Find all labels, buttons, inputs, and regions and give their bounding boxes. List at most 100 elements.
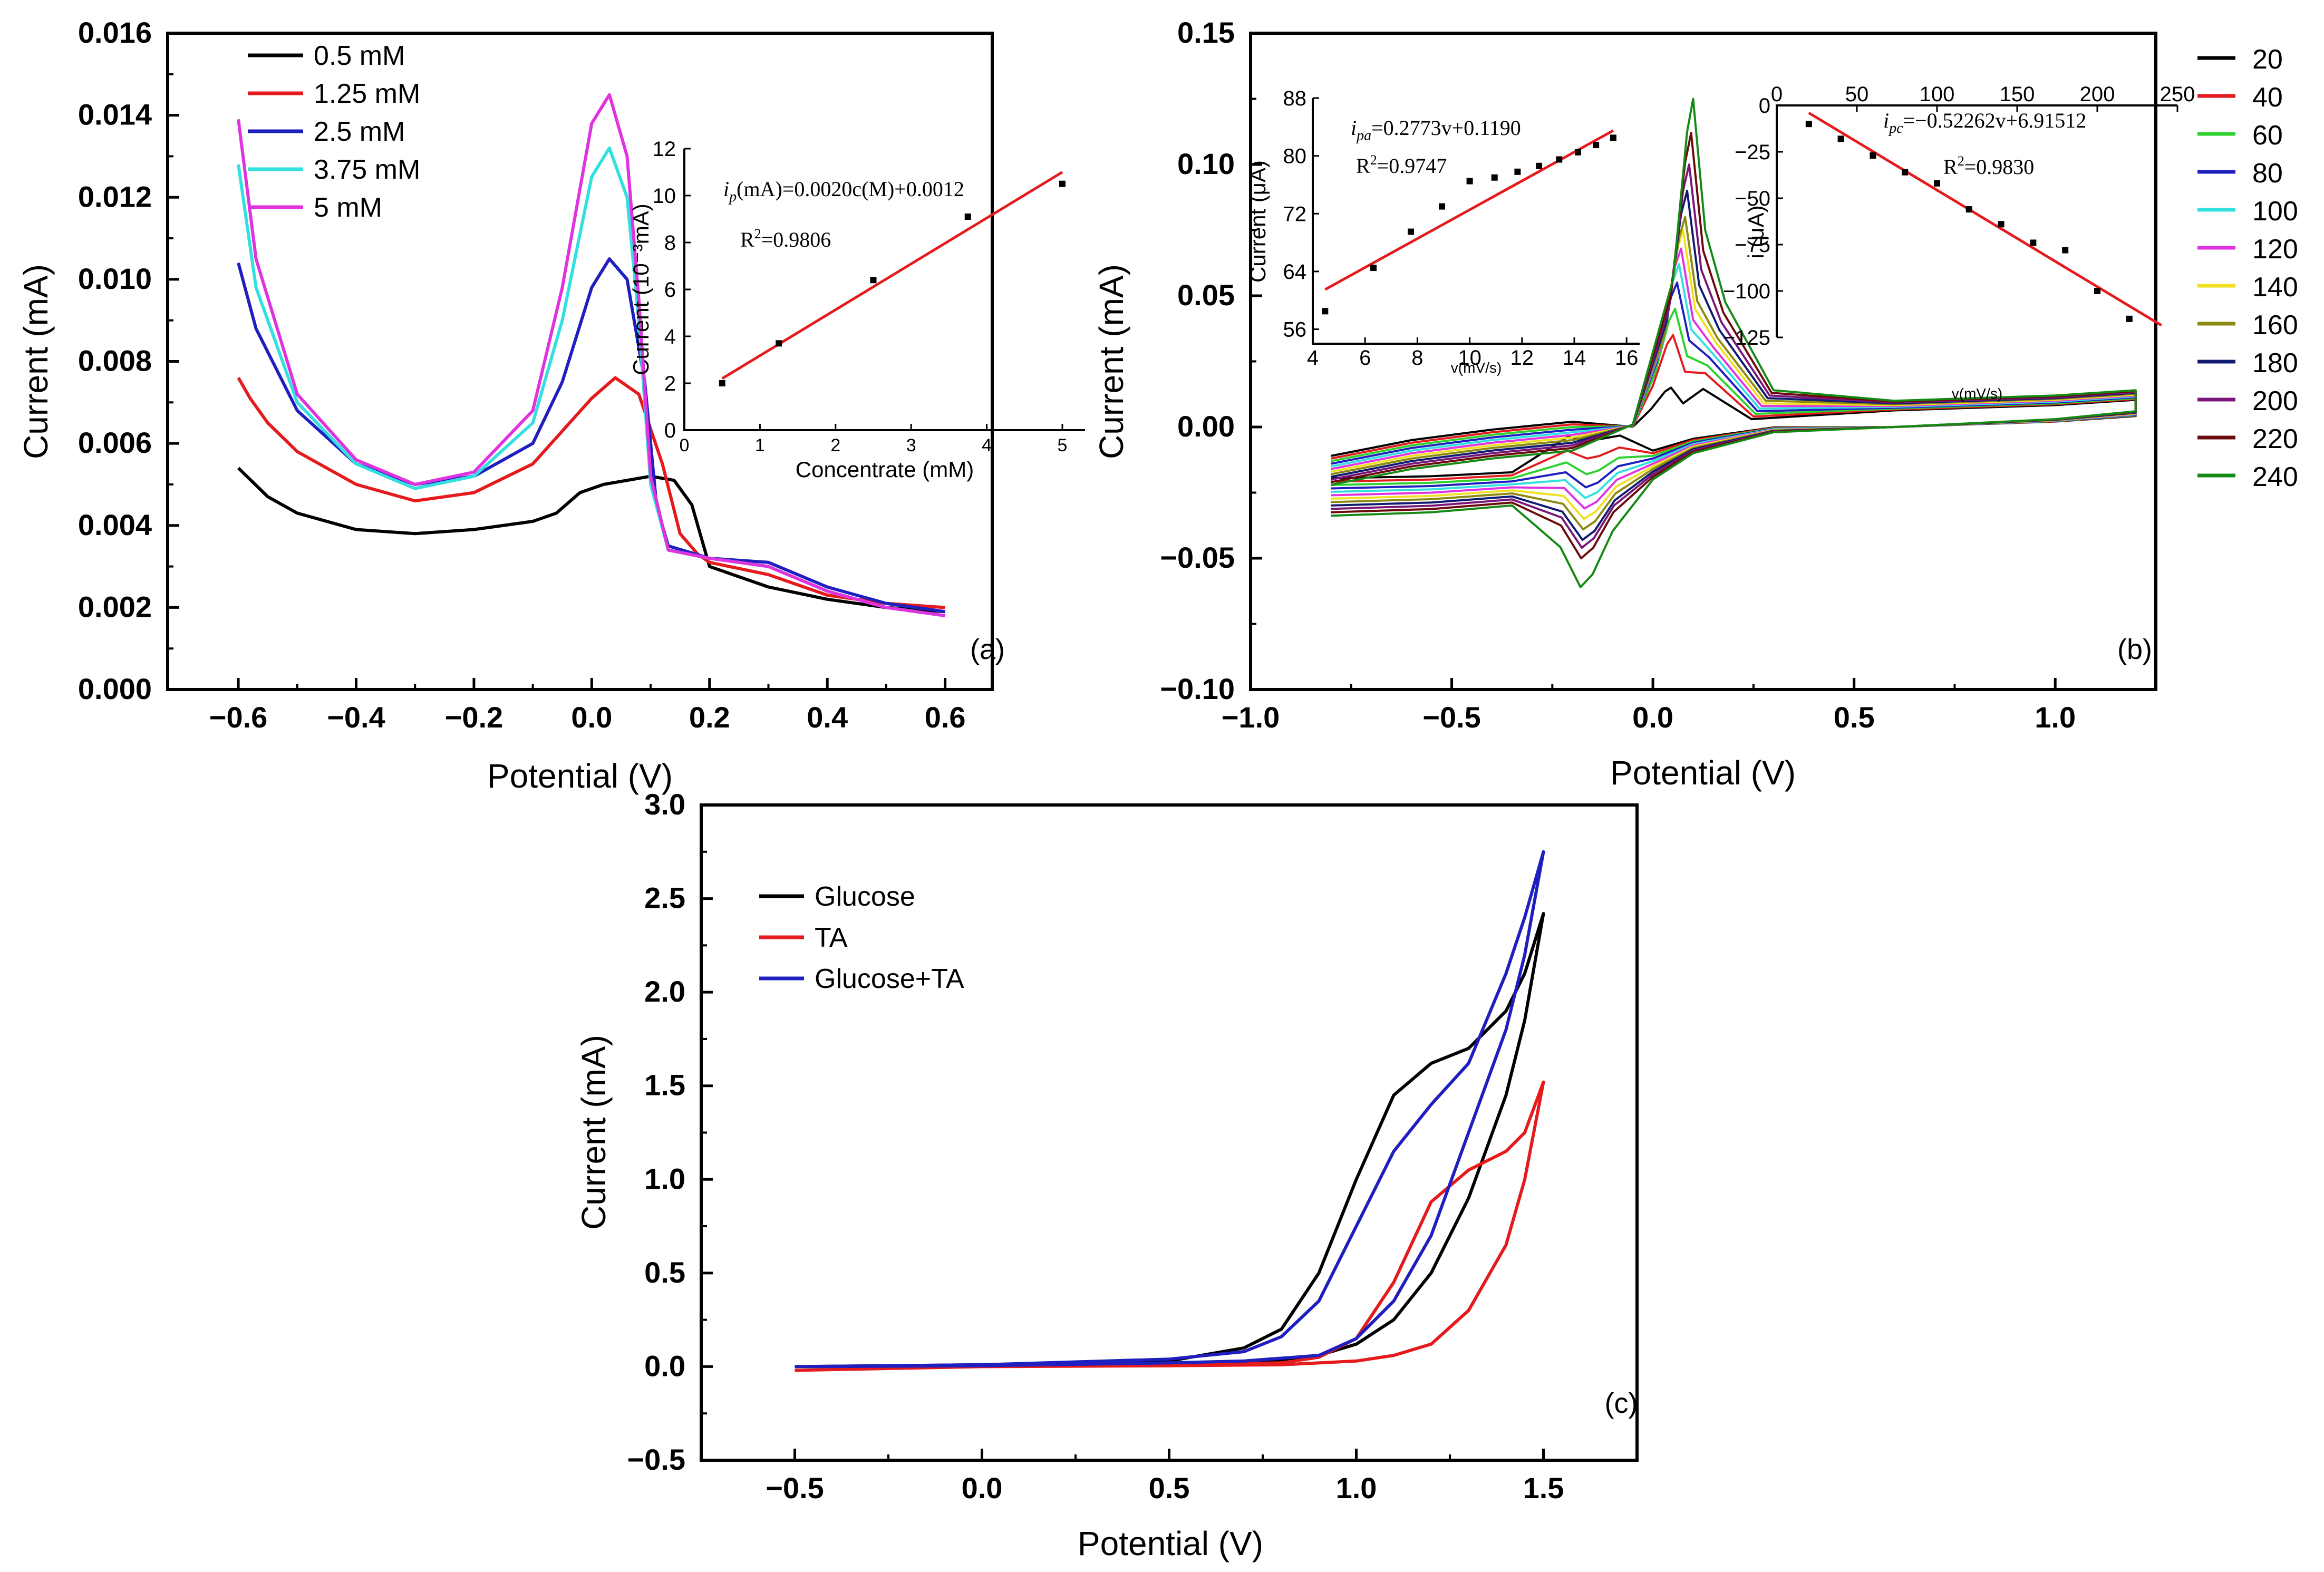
panel-b: −1.0 −0.5 0.0 0.5 1.0 −0.10 −0.05 0.00 0.05 0.10… — [1092, 16, 2298, 792]
inset-b-right-data-point — [2030, 239, 2037, 246]
inset-a-x-label: Concentrate (mM) — [796, 457, 974, 482]
panel-a-x-tick-label: 0.6 — [925, 701, 966, 734]
inset-b-right-x-tick-label: 150 — [2000, 83, 2035, 106]
inset-a-eq-sub: p — [728, 189, 737, 205]
panel-b-letter: (b) — [2117, 634, 2152, 665]
inset-b-left-data-point — [1491, 174, 1498, 181]
inset-b-right-x-tick-label: 50 — [1845, 83, 1869, 106]
inset-b-right-r-squared: R2=0.9830 — [1943, 153, 2034, 179]
panel-c-y-tick-label: 1.0 — [644, 1162, 685, 1195]
panel-b-legend-label: 220 — [2252, 424, 2298, 454]
inset-a-y-ticks: 0 2 4 6 8 10 12 — [653, 138, 691, 442]
inset-b-left-r2-pre: R — [1356, 154, 1370, 178]
inset-b-right-frame — [1776, 104, 2177, 337]
inset-b-left-y-tick-label: 80 — [1283, 145, 1307, 168]
inset-b-left-eq-sub: pa — [1355, 128, 1371, 144]
panel-b-x-tick-label: −0.5 — [1422, 701, 1481, 734]
inset-b-right-r2-pre: R — [1943, 155, 1958, 179]
panel-b-x-tick-label: 0.0 — [1632, 701, 1673, 734]
panel-c-line-0 — [795, 912, 1545, 1369]
inset-a-data-point — [719, 380, 725, 386]
panel-b-y-ticks: −0.10 −0.05 0.00 0.05 0.10 0.15 — [1160, 16, 1262, 705]
panel-a-y-label: Current (mA) — [17, 264, 55, 459]
panel-a-legend-label: 0.5 mM — [314, 41, 405, 71]
inset-b-left-data-point — [1466, 178, 1473, 185]
inset-b-right-r2-sup: 2 — [1958, 153, 1964, 169]
inset-a-y-tick-label: 10 — [653, 185, 676, 208]
panel-a-y-tick-label: 0.014 — [78, 98, 152, 131]
panel-c-x-tick-label: 0.5 — [1149, 1471, 1190, 1505]
panel-a-y-tick-label: 0.002 — [78, 590, 152, 623]
panel-a-line-4 — [237, 93, 946, 617]
panel-a-legend-label: 2.5 mM — [314, 117, 405, 147]
inset-a-x-ticks: 0 1 2 3 4 5 — [680, 424, 1068, 455]
panel-b-legend-label: 120 — [2252, 234, 2298, 265]
inset-b-left-data-point — [1370, 265, 1377, 271]
inset-b-right-eq-i: i — [1883, 109, 1889, 132]
inset-b-right-y-ticks: 0 −25 −50 −75 −100 −125 — [1723, 94, 1783, 350]
inset-a-x-tick-label: 5 — [1058, 435, 1068, 455]
inset-b-left-r-squared: R2=0.9747 — [1356, 152, 1447, 178]
panel-b-legend-label: 200 — [2252, 386, 2298, 416]
panel-b-cv-curves — [1331, 98, 2137, 588]
inset-b-right-data-point — [1965, 206, 1972, 213]
inset-a-data-point — [870, 277, 877, 284]
panel-c: −0.5 0.0 0.5 1.0 1.5 −0.5 0.0 0.5 1.0 1.5 2.0 2.5 3… — [575, 788, 1639, 1563]
panel-b-legend-label: 60 — [2252, 120, 2283, 151]
inset-b-right-y-tick-label: −50 — [1735, 187, 1770, 210]
inset-b-left-data-point — [1514, 168, 1521, 175]
inset-b-left-r2-val: =0.9747 — [1377, 154, 1447, 178]
panel-c-y-tick-label: 3.0 — [644, 788, 685, 821]
inset-b-left-data-point — [1408, 228, 1414, 235]
inset-a-marks — [719, 171, 1066, 386]
panel-b-x-tick-label: 1.0 — [2035, 701, 2076, 734]
inset-b-right-data-point — [2126, 315, 2133, 322]
panel-a-y-tick-label: 0.008 — [78, 344, 152, 377]
inset-b-right-fit-equation: ipc=−0.52262v+6.91512 — [1883, 109, 2086, 137]
inset-b-left-frame — [1312, 98, 1640, 345]
inset-b-right-x-ticks: 0 50 100 150 200 250 — [1771, 83, 2195, 112]
inset-b-left-fit-line — [1324, 129, 1614, 291]
inset-a-x-tick-label: 3 — [906, 435, 916, 455]
panel-b-legend: 20 40 60 80 100 120 140 160 180 200 220 240 — [2197, 44, 2298, 492]
panel-c-x-tick-label: −0.5 — [766, 1471, 824, 1505]
panel-c-series-lines — [795, 850, 1545, 1372]
inset-b-left-data-point — [1610, 134, 1616, 141]
inset-b-left-y-tick-label: 72 — [1283, 202, 1307, 226]
inset-b-right-r2-val: =0.9830 — [1964, 155, 2035, 179]
panel-b-plot-frame — [1249, 32, 2157, 691]
inset-b-left-x-label: v(mV/s) — [1451, 360, 1502, 376]
panel-b-legend-label: 40 — [2252, 82, 2283, 113]
panel-a-y-tick-label: 0.010 — [78, 262, 152, 295]
inset-b-right-data-point — [2094, 288, 2100, 294]
panel-a-x-ticks: −0.6 −0.4 −0.2 0.0 0.2 0.4 0.6 — [209, 678, 966, 734]
panel-a-y-tick-label: 0.000 — [78, 672, 152, 705]
panel-c-y-label: Current (mA) — [575, 1035, 613, 1230]
panel-b-legend-label: 160 — [2252, 310, 2298, 341]
panel-c-x-tick-label: 1.0 — [1336, 1471, 1377, 1505]
inset-a-eq-rest: (mA)=0.0020c(M)+0.0012 — [737, 177, 964, 201]
panel-b-y-tick-label: 0.10 — [1177, 147, 1235, 180]
panel-b-legend-label: 100 — [2252, 196, 2298, 227]
inset-b-right-marks — [1805, 111, 2162, 327]
inset-b-left-y-ticks: 56 64 72 80 88 — [1283, 87, 1319, 342]
panel-c-x-tick-label: 0.0 — [962, 1471, 1003, 1505]
inset-b-left-data-point — [1556, 156, 1563, 163]
panel-b-y-tick-label: 0.00 — [1177, 410, 1235, 443]
inset-b-left-data-point — [1439, 203, 1446, 210]
panel-b-legend-label: 20 — [2252, 44, 2283, 75]
inset-b-right-data-point — [1870, 152, 1876, 159]
inset-b-right-eq-sub: pc — [1888, 120, 1903, 137]
panel-b-legend-label: 80 — [2252, 158, 2283, 189]
panel-a-y-tick-label: 0.006 — [78, 426, 152, 459]
inset-b-left-eq-rest: =0.2773v+0.1190 — [1371, 116, 1521, 140]
panel-a-y-tick-label: 0.012 — [78, 180, 152, 213]
panel-b-y-tick-label: −0.05 — [1160, 541, 1235, 574]
inset-b-right-y-tick-label: 0 — [1759, 94, 1770, 118]
inset-b-left-data-point — [1322, 308, 1329, 315]
panel-b-inset-right: 0 50 100 150 200 250 0 −25 −50 −75 −100 −125 v(mV/… — [1723, 83, 2195, 402]
inset-b-left-marks — [1322, 129, 1616, 315]
panel-c-line-2 — [795, 850, 1545, 1369]
inset-b-left-x-tick-label: 16 — [1615, 346, 1639, 370]
